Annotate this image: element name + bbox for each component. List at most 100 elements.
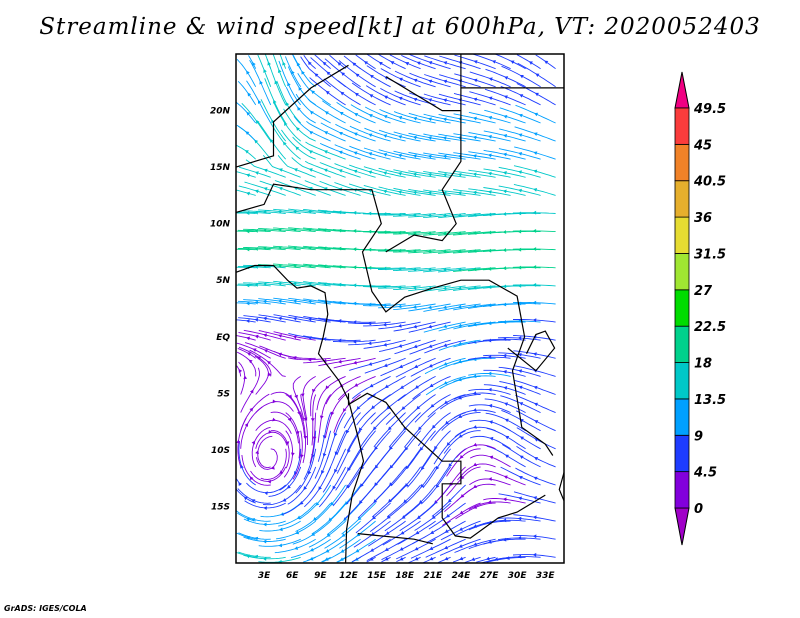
streamline-arrow [287, 82, 291, 87]
streamline-arrow [397, 190, 402, 195]
colorbar-label: 49.5 [693, 102, 726, 117]
colorbar-label: 27 [694, 284, 713, 299]
colorbar-label: 13.5 [694, 393, 726, 408]
streamline-arrow [246, 517, 251, 522]
streamline-arrow [427, 190, 432, 195]
streamline-arrow [404, 483, 409, 487]
streamline-arrow [389, 446, 393, 450]
streamline-arrow [502, 337, 507, 342]
streamline [292, 55, 302, 69]
streamline-arrow [487, 212, 492, 217]
streamline [414, 394, 451, 423]
streamline-arrow [399, 557, 404, 561]
streamline [235, 230, 256, 233]
streamline-arrow [443, 61, 448, 65]
streamline-arrow [472, 190, 477, 195]
streamline [316, 375, 346, 411]
streamline-arrow [352, 339, 357, 344]
colorbar-segment [674, 253, 690, 291]
streamline-arrow [251, 440, 255, 445]
streamline-arrow [429, 556, 434, 561]
streamline-arrow [533, 151, 538, 155]
streamline-arrow [473, 542, 478, 546]
streamline-arrow [532, 282, 537, 287]
streamline-arrow [383, 152, 387, 157]
streamline-arrow [488, 115, 493, 120]
streamline-arrow [308, 61, 312, 66]
streamline-arrow [544, 60, 549, 65]
streamline-arrow [243, 496, 248, 501]
streamline [235, 144, 257, 160]
streamline [255, 448, 278, 470]
streamline-arrow [488, 403, 493, 408]
streamline-arrow [322, 453, 327, 457]
streamline-arrow [262, 282, 267, 287]
streamline-arrow [532, 552, 537, 557]
colorbar-segment [674, 180, 690, 218]
colorbar-label: 36 [694, 211, 712, 226]
streamline-arrow [246, 70, 250, 75]
streamline-arrow [378, 61, 383, 66]
streamline-arrow [340, 549, 345, 553]
streamline [237, 125, 272, 160]
streamline-arrow [444, 529, 449, 533]
streamline-arrow [412, 135, 417, 140]
streamline-arrow [310, 110, 314, 115]
streamline-arrow [262, 557, 267, 561]
streamline-arrow [459, 510, 464, 515]
streamline-arrow [247, 92, 252, 97]
streamline-arrow [307, 299, 312, 304]
streamline-arrow [270, 138, 274, 143]
streamline-arrow [343, 408, 347, 413]
streamline-arrow [383, 189, 387, 194]
streamline-arrow [252, 62, 256, 66]
streamline-arrow [279, 527, 283, 532]
streamline-arrow [502, 189, 507, 194]
colorbar-segment [674, 143, 690, 182]
streamline-arrow [414, 556, 419, 561]
streamline-arrow [356, 532, 361, 537]
streamline [306, 120, 346, 142]
streamline-arrow [321, 470, 325, 475]
streamline-arrow [428, 79, 433, 84]
streamline-arrow [442, 267, 447, 272]
streamline-arrow [487, 285, 492, 289]
streamlines [235, 53, 556, 564]
streamline [283, 430, 294, 478]
streamline-arrow [430, 403, 435, 408]
streamline-arrow [534, 92, 539, 97]
streamline-arrow [457, 304, 462, 309]
streamline-arrow [367, 211, 372, 216]
streamline-arrow [296, 62, 301, 67]
streamline-arrow [311, 532, 316, 536]
streamline-arrow [251, 499, 256, 503]
streamline-arrow [292, 335, 297, 339]
streamline-arrow [443, 98, 447, 103]
streamline-arrow [245, 211, 250, 216]
streamline-arrow [428, 324, 432, 329]
streamline-arrow [442, 136, 447, 140]
streamline-arrow [520, 436, 524, 440]
streamline-arrow [339, 112, 344, 116]
streamline-arrow [263, 187, 268, 191]
streamline-arrow [504, 402, 509, 406]
streamline-arrow [367, 341, 372, 346]
streamline [235, 266, 256, 269]
streamline-arrow [401, 406, 406, 410]
streamline-arrow [398, 96, 403, 101]
streamline-arrow [270, 465, 275, 470]
streamline-arrow [286, 484, 291, 489]
streamline-arrow [294, 394, 298, 399]
streamline-arrow [503, 369, 507, 374]
streamline-arrow [254, 189, 259, 194]
streamline-arrow [472, 408, 477, 412]
streamline-arrow [518, 385, 523, 390]
streamline-arrow [384, 95, 388, 100]
streamline-arrow [397, 285, 402, 290]
streamline-arrow [412, 172, 417, 177]
streamline-arrow [309, 131, 314, 135]
streamline-arrow [427, 154, 432, 159]
streamline-arrow [296, 515, 301, 519]
streamline-arrow [443, 324, 447, 329]
streamline-arrow [263, 168, 268, 173]
